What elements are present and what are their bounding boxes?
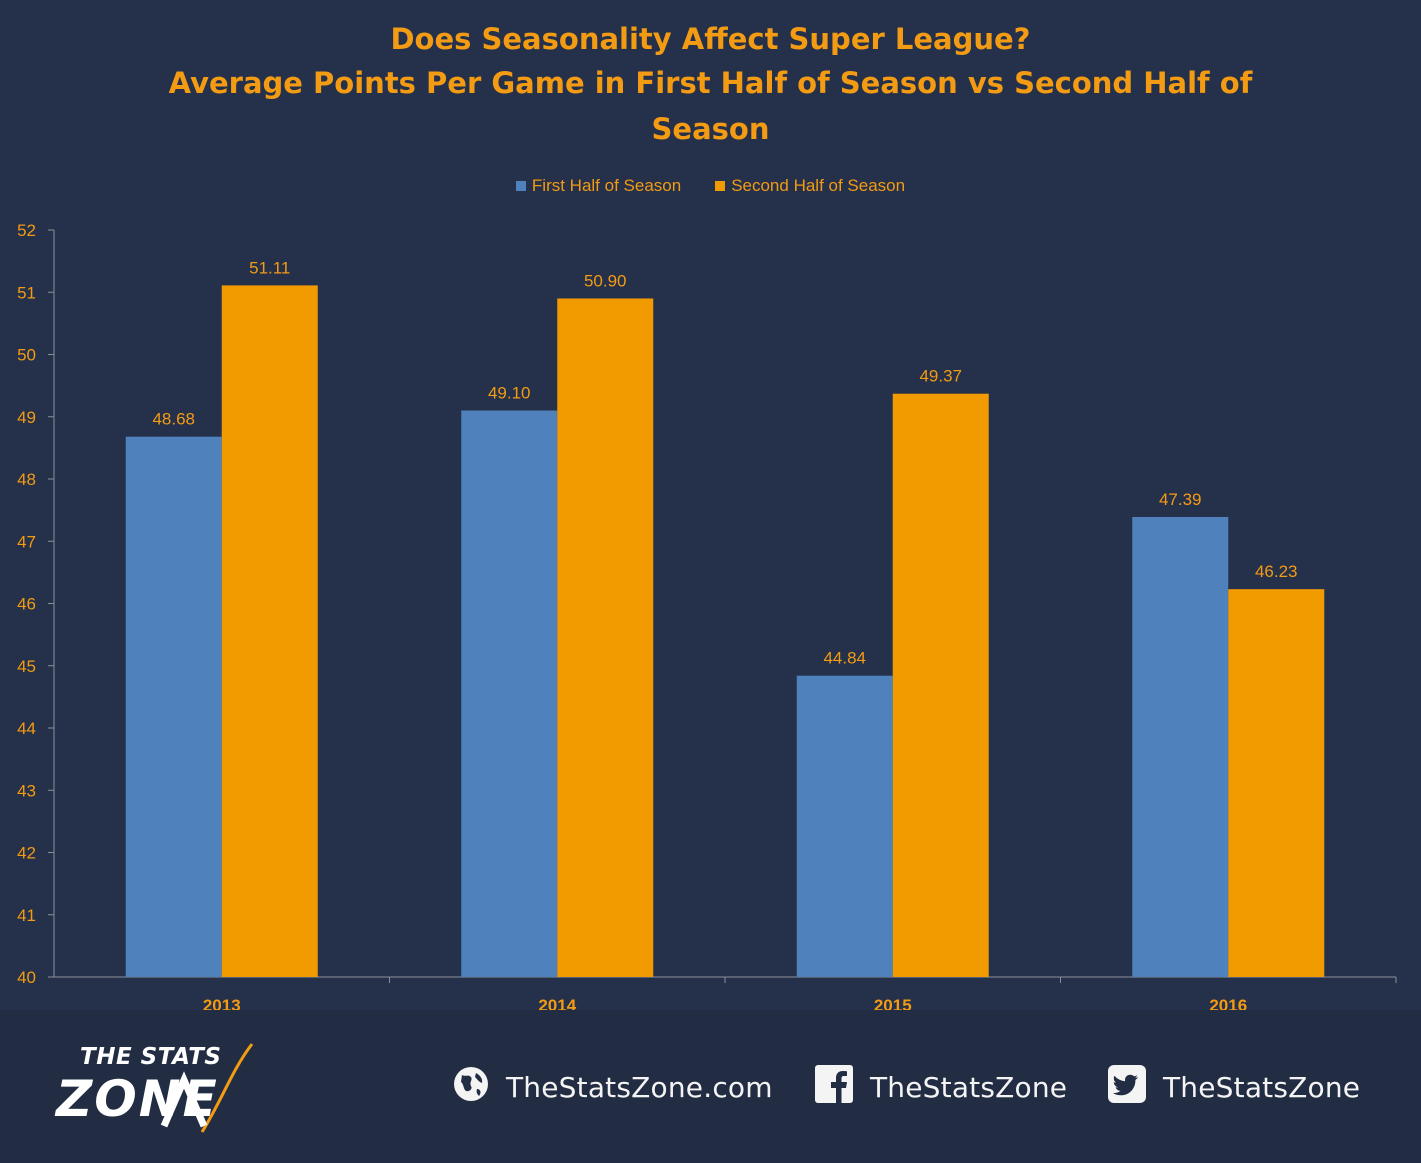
bar-first-half	[461, 410, 558, 977]
y-tick-label: 46	[17, 595, 36, 614]
footer-bar	[0, 1010, 1421, 1163]
data-label: 50.90	[584, 271, 627, 290]
data-label: 49.37	[919, 367, 962, 386]
footer-link-twitter-label: TheStatsZone	[1163, 1070, 1361, 1104]
y-tick-label: 51	[17, 283, 36, 302]
bar-chart-plot: 40 41 42 43 44 45 46 47 48 49 50 51 52 2013 48.68 51.11…	[17, 221, 1397, 1010]
globe-icon	[452, 1065, 490, 1110]
x-tick-label: 2013	[203, 996, 241, 1010]
bar-second-half	[1228, 589, 1325, 977]
y-tick-label: 50	[17, 346, 36, 365]
y-tick-label: 48	[17, 470, 36, 489]
bar-first-half	[125, 436, 222, 977]
logo-swoosh-icon	[160, 1043, 254, 1133]
y-tick-label: 40	[17, 968, 36, 987]
data-label: 48.68	[152, 410, 195, 429]
x-tick-label: 2014	[538, 996, 576, 1010]
data-label: 44.84	[823, 649, 866, 668]
y-tick-label: 42	[17, 844, 36, 863]
legend-item-second-half: Second Half of Season	[715, 176, 905, 196]
footer-link-facebook[interactable]: TheStatsZone	[814, 1064, 1068, 1111]
bar-second-half	[221, 285, 318, 978]
data-label: 47.39	[1159, 490, 1202, 509]
footer-link-twitter[interactable]: TheStatsZone	[1107, 1064, 1361, 1111]
x-tick-label: 2015	[874, 996, 912, 1010]
footer-link-facebook-label: TheStatsZone	[870, 1070, 1068, 1104]
legend-item-first-half: First Half of Season	[515, 176, 682, 196]
stats-zone-logo: THE STATS ZONE	[52, 1040, 302, 1136]
data-label: 49.10	[488, 384, 531, 403]
x-tick-label: 2016	[1209, 996, 1247, 1010]
bar-first-half	[1132, 516, 1229, 977]
bar-second-half	[557, 298, 654, 978]
legend-label-second-half: Second Half of Season	[731, 176, 906, 195]
twitter-icon	[1107, 1064, 1147, 1111]
chart-title-line-3: Season	[651, 112, 770, 146]
chart-legend: First Half of Season Second Half of Seas…	[0, 176, 1421, 196]
y-tick-label: 49	[17, 408, 36, 427]
footer-link-website[interactable]: TheStatsZone.com	[452, 1066, 773, 1108]
y-tick-label: 44	[17, 719, 36, 738]
chart-title-line-1: Does Seasonality Affect Super League?	[390, 22, 1031, 56]
y-tick-label: 43	[17, 781, 36, 800]
chart-title-line-2: Average Points Per Game in First Half of…	[168, 66, 1253, 100]
legend-label-first-half: First Half of Season	[531, 176, 682, 195]
footer-link-website-label: TheStatsZone.com	[506, 1070, 773, 1104]
y-tick-label: 45	[17, 657, 36, 676]
data-label: 46.23	[1255, 562, 1298, 581]
y-tick-label: 47	[17, 532, 36, 551]
y-tick-label: 41	[17, 906, 36, 925]
legend-swatch-first-half	[515, 181, 526, 191]
logo-text-top: THE STATS	[80, 1044, 222, 1070]
y-tick-label: 52	[17, 221, 36, 240]
bar-second-half	[892, 393, 989, 977]
legend-swatch-second-half	[715, 181, 726, 191]
logo-text-bottom: ZONE	[56, 1070, 219, 1128]
bar-first-half	[796, 675, 893, 977]
facebook-icon	[814, 1064, 854, 1111]
chart-area: Does Seasonality Affect Super League? Av…	[0, 22, 1421, 1010]
data-label: 51.11	[249, 258, 290, 277]
